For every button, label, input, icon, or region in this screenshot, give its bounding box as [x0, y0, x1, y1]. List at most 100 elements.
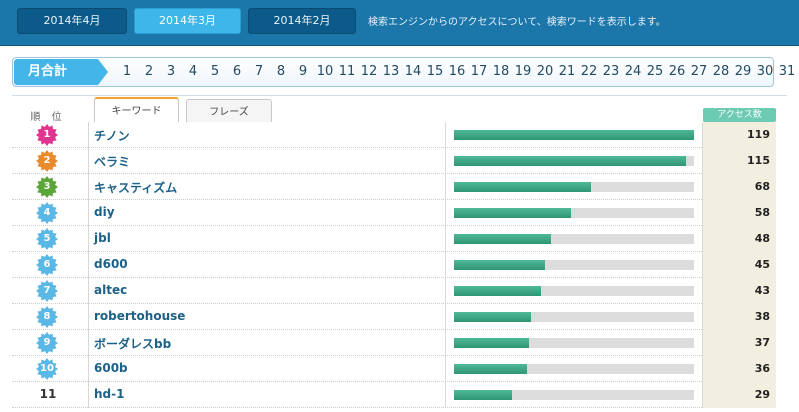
day-link[interactable]: 9 [298, 64, 308, 79]
month-tab-2014-03[interactable]: 2014年3月 [134, 8, 241, 34]
day-link[interactable]: 1 [122, 64, 132, 79]
access-bar-track [454, 364, 694, 374]
access-bar-cell [446, 356, 702, 382]
day-link[interactable]: 3 [166, 64, 176, 79]
tab-phrase[interactable]: フレーズ [186, 99, 272, 122]
header-bar: 2014年4月 2014年3月 2014年2月 検索エンジンからのアクセスについ… [0, 0, 799, 46]
access-bar-fill [454, 338, 529, 348]
day-link[interactable]: 30 [756, 64, 774, 79]
keyword-link[interactable]: 600b [94, 361, 128, 375]
keyword-link[interactable]: altec [94, 283, 128, 297]
day-link[interactable]: 2 [144, 64, 154, 79]
day-link[interactable]: 18 [492, 64, 510, 79]
day-link[interactable]: 4 [188, 64, 198, 79]
access-count: 36 [754, 362, 770, 375]
day-link[interactable]: 22 [580, 64, 598, 79]
rank-badge-icon: 9 [36, 332, 58, 354]
ranking-table [12, 95, 787, 412]
day-link[interactable]: 25 [646, 64, 664, 79]
keyword-link[interactable]: ベラミ [94, 155, 131, 169]
keyword-cell: altec [88, 278, 446, 304]
month-tab-2014-04[interactable]: 2014年4月 [17, 8, 127, 34]
keyword-link[interactable]: d600 [94, 257, 128, 271]
keyword-link[interactable]: hd-1 [94, 387, 125, 401]
rank-badge-icon: 4 [36, 202, 58, 224]
access-bar-fill [454, 260, 545, 270]
access-bar-cell [446, 226, 702, 252]
keyword-cell: ボーダレスbb [88, 330, 446, 356]
rank-cell: 8 [20, 304, 76, 330]
access-bar-cell [446, 252, 702, 278]
rank-number: 11 [39, 387, 57, 401]
access-count-cell: 58 [702, 200, 776, 226]
day-link[interactable]: 27 [690, 64, 708, 79]
rank-number: 2 [43, 155, 51, 166]
access-bar-track [454, 312, 694, 322]
access-bar-fill [454, 182, 592, 192]
day-link[interactable]: 26 [668, 64, 686, 79]
table-row: 6 d600 45 [12, 252, 776, 278]
keyword-link[interactable]: チノン [94, 129, 130, 143]
rank-cell: 10 [20, 356, 76, 382]
tab-keyword[interactable]: キーワード [94, 97, 179, 122]
rank-number: 6 [43, 259, 51, 270]
month-total-arrow-icon [98, 59, 108, 85]
day-link[interactable]: 31 [778, 64, 796, 79]
access-bar-fill [454, 286, 541, 296]
keyword-cell: キャスティズム [88, 174, 446, 200]
access-bar-fill [454, 312, 531, 322]
day-link[interactable]: 29 [734, 64, 752, 79]
table-row: 9 ボーダレスbb 37 [12, 330, 776, 356]
access-bar-track [454, 156, 694, 166]
day-link[interactable]: 19 [514, 64, 532, 79]
access-bar-track [454, 208, 694, 218]
day-link[interactable]: 8 [276, 64, 286, 79]
keyword-link[interactable]: キャスティズム [94, 181, 178, 195]
keyword-link[interactable]: jbl [94, 231, 111, 245]
rank-number: 7 [43, 285, 51, 296]
access-count-cell: 48 [702, 226, 776, 252]
keyword-link[interactable]: ボーダレスbb [94, 337, 172, 351]
day-link[interactable]: 21 [558, 64, 576, 79]
access-count: 68 [754, 180, 770, 193]
day-link[interactable]: 24 [624, 64, 642, 79]
day-link[interactable]: 17 [470, 64, 488, 79]
day-link[interactable]: 14 [404, 64, 422, 79]
rank-badge-icon: 7 [36, 280, 58, 302]
table-row: 7 altec 43 [12, 278, 776, 304]
day-link[interactable]: 7 [254, 64, 264, 79]
access-count-cell: 115 [702, 148, 776, 174]
day-link[interactable]: 23 [602, 64, 620, 79]
access-bar-track [454, 130, 694, 140]
rank-cell: 11 [20, 382, 76, 408]
day-link[interactable]: 11 [338, 64, 356, 79]
day-link[interactable]: 6 [232, 64, 242, 79]
rank-badge-icon: 2 [36, 150, 58, 172]
access-count-cell: 38 [702, 304, 776, 330]
day-link[interactable]: 20 [536, 64, 554, 79]
keyword-link[interactable]: robertohouse [94, 309, 186, 323]
table-row: 11 hd-1 29 [12, 382, 776, 408]
day-link[interactable]: 16 [448, 64, 466, 79]
rank-number: 4 [43, 207, 51, 218]
access-bar-cell [446, 278, 702, 304]
month-tab-2014-02[interactable]: 2014年2月 [248, 8, 356, 34]
day-link[interactable]: 10 [316, 64, 334, 79]
keyword-cell: d600 [88, 252, 446, 278]
rank-cell: 9 [20, 330, 76, 356]
keyword-cell: robertohouse [88, 304, 446, 330]
keyword-cell: チノン [88, 122, 446, 148]
day-link[interactable]: 5 [210, 64, 220, 79]
access-count-cell: 119 [702, 122, 776, 148]
day-link[interactable]: 13 [382, 64, 400, 79]
keyword-link[interactable]: diy [94, 205, 115, 219]
table-row: 1 チノン 119 [12, 122, 776, 148]
day-link[interactable]: 15 [426, 64, 444, 79]
day-link[interactable]: 12 [360, 64, 378, 79]
keyword-cell: ベラミ [88, 148, 446, 174]
rank-cell: 3 [20, 174, 76, 200]
month-total-button[interactable]: 月合計 [14, 59, 98, 85]
access-count-cell: 43 [702, 278, 776, 304]
day-link[interactable]: 28 [712, 64, 730, 79]
access-count: 37 [754, 336, 770, 349]
